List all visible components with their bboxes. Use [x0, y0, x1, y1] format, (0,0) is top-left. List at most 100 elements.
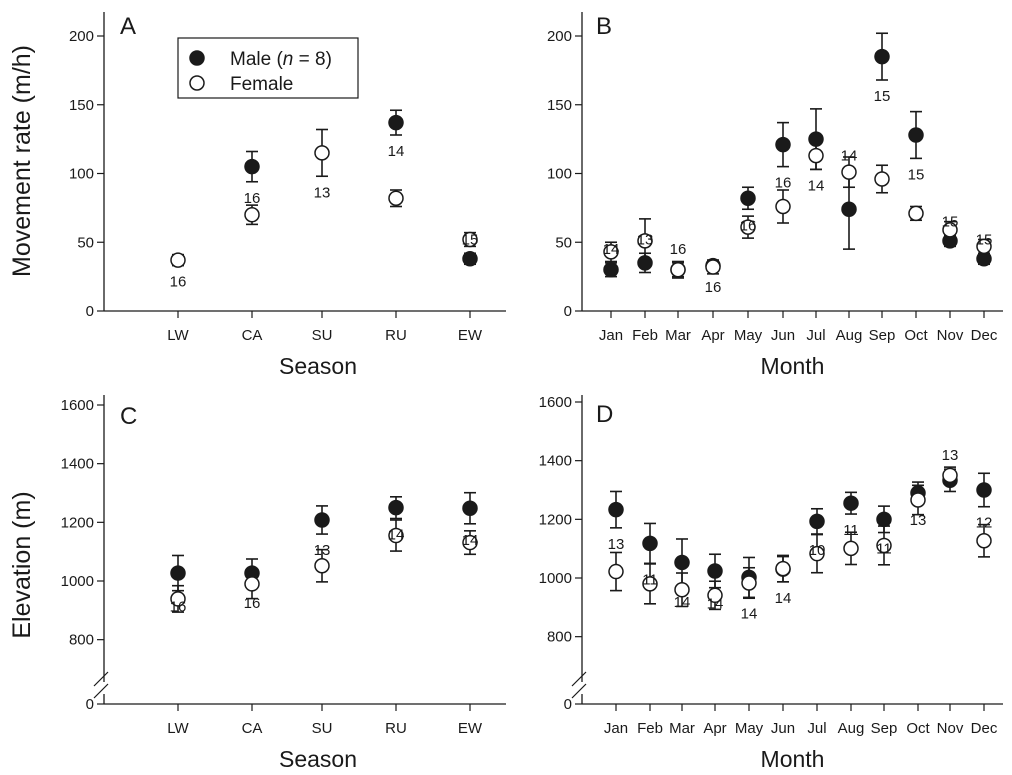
legend: Male (n = 8)Female: [177, 37, 359, 99]
female-point: [462, 534, 478, 551]
sample-size-label: 15: [462, 231, 479, 248]
sample-size-label: 16: [740, 217, 757, 234]
axis-break-mark: [571, 683, 587, 699]
sample-size-label: 14: [808, 177, 825, 194]
x-tick-label: May: [735, 720, 764, 737]
x-tick-label: LW: [167, 327, 189, 344]
female-point: [910, 492, 926, 508]
sample-size-label: 16: [705, 279, 722, 296]
male-point: [841, 201, 857, 217]
axis-break-mark: [571, 671, 587, 687]
male-point: [843, 495, 859, 511]
female-point: [244, 576, 260, 592]
x-tick-label: Feb: [637, 720, 663, 737]
female-point: [976, 532, 992, 549]
male-point: [775, 136, 791, 153]
female-point: [388, 190, 404, 206]
y-tick-label: 800: [69, 632, 94, 649]
x-tick-label: EW: [458, 720, 483, 737]
sample-size-label: 14: [462, 532, 479, 549]
male-point: [244, 158, 260, 175]
sample-size-label: 11: [843, 522, 859, 539]
sample-size-label: 16: [670, 241, 687, 258]
x-tick-label: LW: [167, 720, 189, 737]
female-point: [874, 171, 890, 187]
legend-male-text: Male (: [230, 49, 283, 70]
y-tick-label: 200: [69, 28, 94, 45]
x-tick-label: Aug: [836, 327, 863, 344]
y-tick-label: 50: [77, 234, 94, 251]
female-point: [705, 259, 721, 275]
legend-box: [177, 37, 359, 99]
sample-size-label: 10: [809, 542, 826, 559]
x-tick-label: Oct: [906, 720, 930, 737]
female-point: [603, 244, 619, 260]
sample-size-label: 11: [876, 541, 892, 558]
y-tick-label: 1200: [539, 511, 572, 528]
x-tick-label: RU: [385, 327, 407, 344]
sample-size-label: 16: [244, 190, 261, 207]
male-point: [874, 48, 890, 65]
panel-d: 0 800 1000 1200 1400 1600 Jan Feb Mar Apr May Jun Ju…: [539, 394, 1003, 772]
male-point: [740, 190, 756, 206]
sample-size-label: 15: [976, 231, 993, 248]
panel-letter: C: [120, 403, 137, 430]
x-tick-label: Dec: [971, 720, 998, 737]
female-point: [942, 222, 958, 238]
y-tick-label: 1400: [61, 456, 94, 473]
male-point: [170, 565, 186, 581]
sample-size-label: 13: [314, 184, 331, 201]
x-tick-label: Jan: [604, 720, 628, 737]
male-point: [314, 512, 330, 528]
x-axis-title: Season: [279, 353, 357, 379]
x-tick-label: EW: [458, 327, 483, 344]
x-tick-label: Mar: [669, 720, 695, 737]
male-point: [976, 482, 992, 498]
legend-male-marker: [189, 50, 205, 66]
y-axis-title: Elevation (m): [8, 491, 36, 638]
x-tick-label: RU: [385, 720, 407, 737]
y-tick-label: 100: [547, 166, 572, 183]
panel-b: 0 50 100 150 200 Jan Feb Mar Apr May Jun Jul Aug Sep O…: [547, 12, 1003, 379]
legend-n-symbol: n: [283, 49, 294, 70]
panel-letter: B: [596, 13, 612, 40]
y-tick-label: 50: [555, 234, 572, 251]
male-point: [388, 114, 404, 131]
male-point: [674, 554, 690, 571]
y-tick-label: 1600: [539, 394, 572, 411]
x-tick-label: Jun: [771, 720, 795, 737]
x-tick-label: Dec: [971, 327, 998, 344]
y-axis-title: Movement rate (m/h): [8, 45, 36, 277]
y-tick-label: 800: [547, 629, 572, 646]
sample-size-label: 14: [388, 527, 405, 544]
female-point: [775, 198, 791, 215]
panel-a: 0 50 100 150 200 LW CA SU RU EW Season Movement rat…: [8, 12, 506, 379]
sample-size-label: 14: [741, 605, 758, 622]
x-axis-title: Month: [761, 353, 825, 379]
male-point: [707, 563, 723, 579]
female-point: [314, 557, 330, 574]
x-tick-label: Oct: [904, 327, 928, 344]
sample-size-label: 14: [707, 596, 724, 613]
x-tick-label: SU: [312, 327, 333, 344]
y-tick-label: 1000: [539, 570, 572, 587]
y-tick-label: 1400: [539, 453, 572, 470]
x-tick-label: Jul: [807, 720, 826, 737]
sample-size-label: 13: [637, 231, 654, 248]
sample-size-label: 13: [942, 447, 959, 464]
female-point: [841, 164, 857, 180]
x-tick-label: Jan: [599, 327, 623, 344]
x-tick-label: Apr: [703, 720, 726, 737]
female-point: [843, 540, 859, 557]
sample-size-label: 14: [674, 594, 691, 611]
sample-size-label: 15: [942, 213, 959, 230]
female-point: [775, 560, 791, 577]
legend-male-label: Male (n = 8): [230, 49, 332, 70]
x-tick-label: Mar: [665, 327, 691, 344]
x-tick-label: Feb: [632, 327, 658, 344]
sample-size-label: 16: [244, 595, 261, 612]
female-point: [388, 527, 404, 544]
male-point: [809, 513, 825, 530]
female-point: [170, 252, 186, 268]
